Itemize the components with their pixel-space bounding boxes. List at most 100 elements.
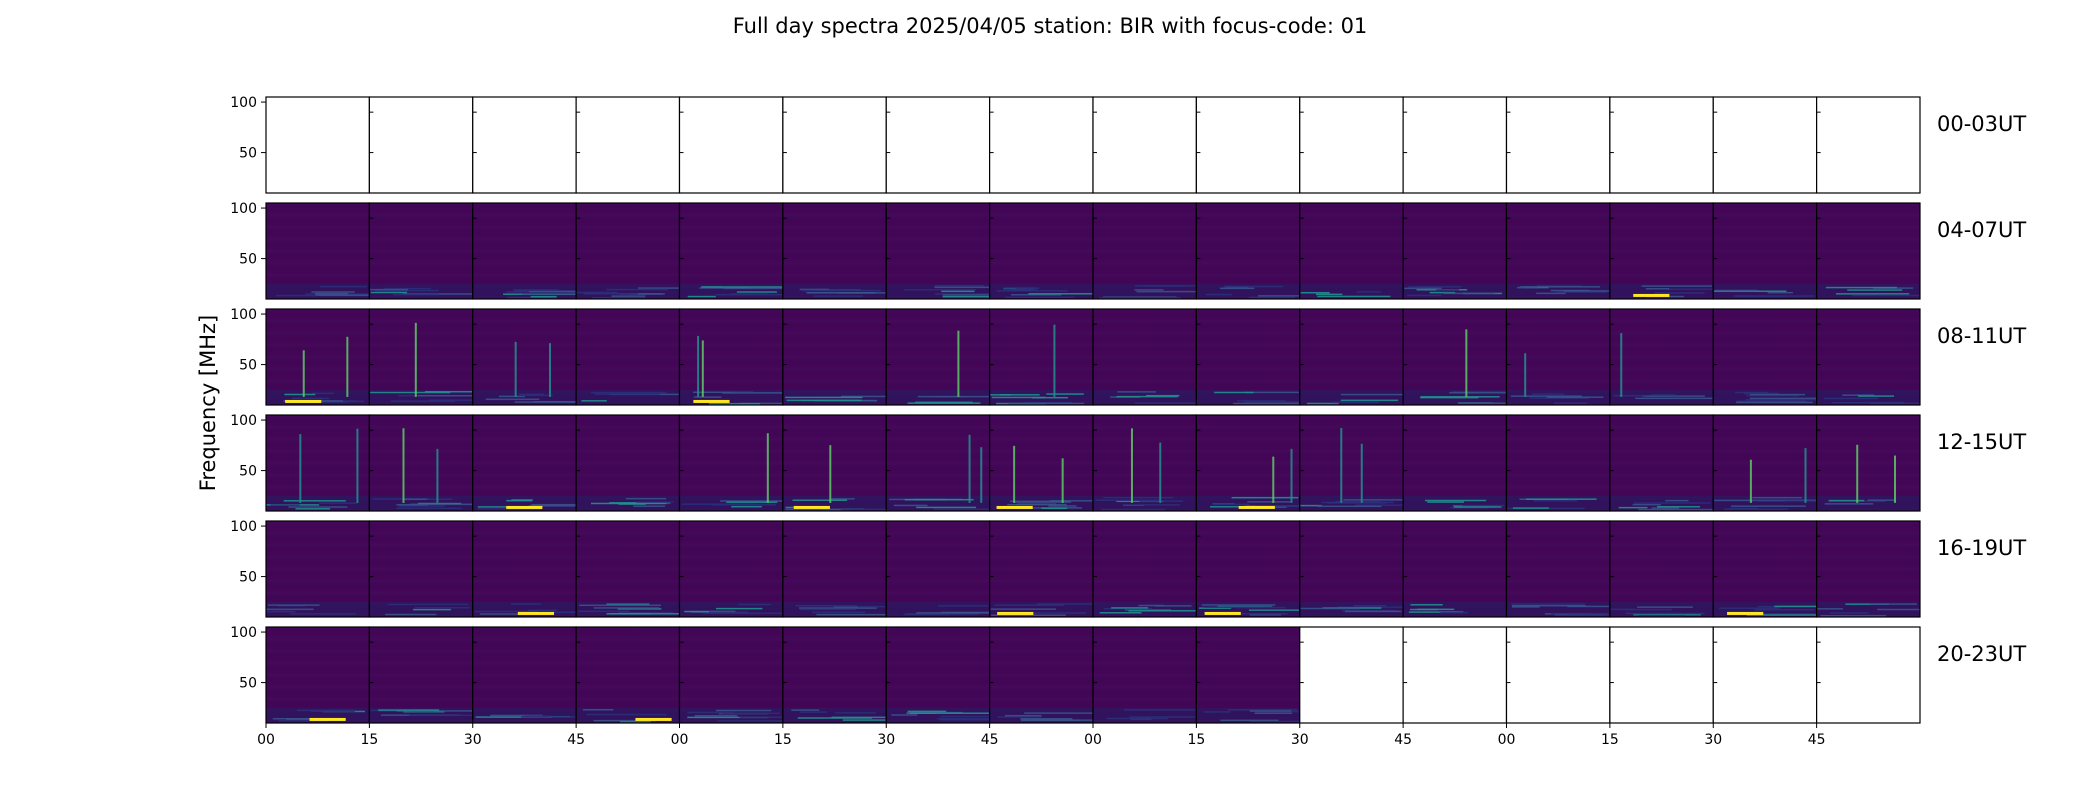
spectrum-panel <box>575 520 681 618</box>
spectrum-panel <box>1712 626 1818 724</box>
spectrum-panel <box>782 96 887 194</box>
y-axis-label: Frequency [MHz] <box>196 315 220 491</box>
spectrum-panel <box>678 308 784 406</box>
x-axis-ticks: 00 15 30 45 00 15 30 45 00 15 30 45 00 15 30 45 <box>257 723 1826 748</box>
spectrum-panel <box>1402 202 1508 300</box>
spectrum-panel <box>678 520 784 618</box>
spectrum-panel <box>1092 414 1197 512</box>
spectrum-panel <box>1092 202 1197 300</box>
spectrum-panel <box>1505 308 1611 406</box>
spectrum-panel <box>575 414 681 512</box>
y-tick-label: 50 <box>239 358 257 374</box>
spectrum-panel <box>575 308 681 406</box>
x-tick-label: 15 <box>360 732 378 748</box>
x-tick-label: 45 <box>1808 732 1826 748</box>
spectrum-panel <box>885 414 991 512</box>
spectrum-panel <box>1299 520 1404 618</box>
spectrum-panel <box>1816 520 1921 618</box>
y-tick-label: 50 <box>239 570 257 586</box>
x-tick-label: 30 <box>877 732 895 748</box>
spectrum-panel <box>782 414 887 512</box>
spectrum-panel <box>368 414 474 512</box>
spectrum-panel <box>1712 308 1818 406</box>
spectrum-panel <box>368 626 474 724</box>
spectrum-panel <box>1505 520 1611 618</box>
row-label: 12-15UT <box>1937 430 2026 454</box>
y-tick-label: 50 <box>239 146 257 162</box>
spectrum-panel <box>368 308 474 406</box>
spectrum-panel <box>782 308 887 406</box>
spectrum-panel <box>1712 96 1818 194</box>
spectrum-panel <box>885 520 991 618</box>
spectrum-panel <box>885 308 991 406</box>
spectrum-panel <box>782 520 887 618</box>
x-tick-label: 00 <box>1498 732 1516 748</box>
x-tick-label: 15 <box>774 732 792 748</box>
spectrum-panel <box>472 520 577 618</box>
spectrum-panel <box>989 626 1094 724</box>
row-label: 20-23UT <box>1937 642 2026 666</box>
x-tick-label: 30 <box>1291 732 1309 748</box>
spectrum-panel <box>472 626 577 724</box>
spectrum-panel <box>1609 96 1714 194</box>
x-tick-label: 15 <box>1601 732 1619 748</box>
spectrum-panel <box>1712 202 1818 300</box>
spectrum-panel <box>1712 520 1818 618</box>
row-label: 00-03UT <box>1937 112 2026 136</box>
y-tick-label: 50 <box>239 252 257 268</box>
spectrum-panel <box>1712 414 1818 512</box>
spectrum-panel <box>1505 414 1611 512</box>
spectrum-panel <box>1195 626 1301 724</box>
row-label: 08-11UT <box>1937 324 2026 348</box>
spectrum-panel <box>1816 308 1921 406</box>
x-tick-label: 30 <box>464 732 482 748</box>
chart-title: Full day spectra 2025/04/05 station: BIR… <box>733 14 1368 38</box>
x-tick-label: 45 <box>981 732 999 748</box>
spectrum-panel <box>1195 414 1301 512</box>
spectrum-panel <box>1816 626 1921 724</box>
spectrum-panel <box>1816 96 1921 194</box>
spectrum-panel <box>989 96 1094 194</box>
spectrum-panel <box>678 626 784 724</box>
spectrum-panel <box>265 520 370 618</box>
spectrum-panel <box>265 202 370 300</box>
spectrum-panel <box>472 202 577 300</box>
x-tick-label: 45 <box>567 732 585 748</box>
spectrum-panel <box>1092 520 1197 618</box>
spectrum-panel <box>1609 308 1714 406</box>
spectrum-panel <box>472 96 577 194</box>
spectrum-panel <box>1299 626 1404 724</box>
x-tick-label: 00 <box>671 732 689 748</box>
spectrum-panel <box>678 414 784 512</box>
spectrum-panel <box>1609 414 1714 512</box>
x-tick-label: 00 <box>1084 732 1102 748</box>
panel-grid: 00-03UT 50 100 04-07UT 50 100 08-11UT 50 100 12-1… <box>230 95 2026 724</box>
spectrum-panel <box>782 202 887 300</box>
spectrum-panel <box>368 202 474 300</box>
y-tick-label: 50 <box>239 676 257 692</box>
spectrum-panel <box>678 96 784 194</box>
spectrum-panel <box>885 202 991 300</box>
row-label: 16-19UT <box>1937 536 2026 560</box>
spectrum-panel <box>472 414 577 512</box>
x-tick-label: 00 <box>257 732 275 748</box>
spectrum-panel <box>575 626 681 724</box>
spectrum-panel <box>575 202 681 300</box>
spectrum-panel <box>265 626 370 724</box>
spectrum-panel <box>1505 96 1611 194</box>
spectrum-panel <box>1299 202 1404 300</box>
spectrum-panel <box>989 202 1094 300</box>
spectrum-panel <box>678 202 784 300</box>
spectrum-panel <box>265 96 370 194</box>
spectrum-panel <box>1299 308 1404 406</box>
spectrum-panel <box>472 308 577 406</box>
spectrum-panel <box>575 96 681 194</box>
spectrum-panel <box>1195 202 1301 300</box>
y-tick-label: 100 <box>230 201 257 217</box>
spectrum-panel <box>989 520 1094 618</box>
spectrum-panel <box>1092 96 1197 194</box>
y-tick-label: 100 <box>230 519 257 535</box>
spectrum-panel <box>1299 96 1404 194</box>
spectrum-panel <box>1402 520 1508 618</box>
